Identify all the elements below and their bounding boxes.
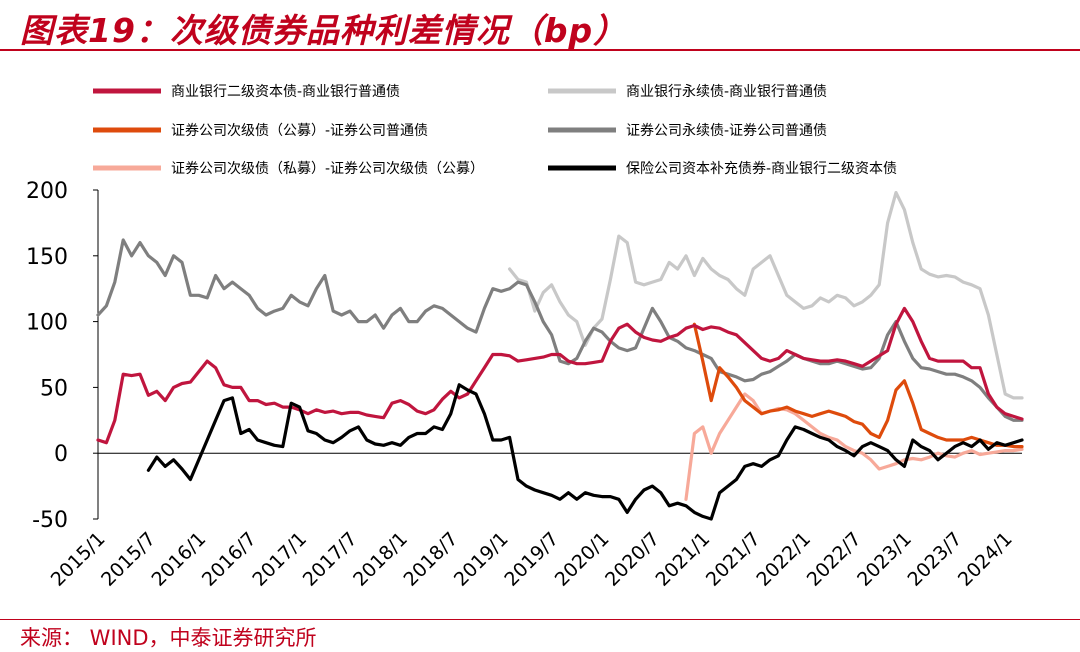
x-tick-label: 2020/1 bbox=[551, 528, 614, 591]
legend-label: 保险公司资本补充债券-商业银行二级资本债 bbox=[626, 161, 897, 177]
legend-item-4: 证券公司永续债-证券公司普通债 bbox=[548, 122, 827, 139]
title-rule bbox=[0, 49, 1080, 51]
x-tick-label: 2017/7 bbox=[299, 528, 362, 591]
series-line-2 bbox=[508, 191, 1024, 400]
x-tick-label: 2023/7 bbox=[904, 528, 967, 591]
legend-item-5: 证券公司次级债（私募）-证券公司次级债（公募） bbox=[93, 161, 484, 177]
spread-line-chart: 商业银行二级资本债-商业银行普通债 商业银行永续债-商业银行普通债证券公司次级债（… bbox=[26, 83, 1024, 591]
legend-label: 证券公司次级债（私募）-证券公司次级债（公募） bbox=[171, 161, 484, 177]
series-line-3 bbox=[692, 322, 1024, 449]
chart-legend: 商业银行二级资本债-商业银行普通债 商业银行永续债-商业银行普通债证券公司次级债（… bbox=[93, 83, 897, 177]
series-line-1 bbox=[96, 306, 1024, 445]
x-tick-label: 2018/7 bbox=[400, 528, 463, 591]
legend-item-3: 证券公司次级债（公募）-证券公司普通债 bbox=[93, 123, 428, 139]
footer-rule bbox=[0, 619, 1080, 620]
legend-item-2: 商业银行永续债-商业银行普通债 bbox=[548, 83, 827, 100]
y-tick-label: 200 bbox=[26, 179, 68, 204]
x-tick-label: 2022/7 bbox=[803, 528, 866, 591]
x-tick-label: 2017/1 bbox=[248, 528, 311, 591]
legend-item-1: 商业银行二级资本债-商业银行普通债 bbox=[93, 84, 400, 100]
legend-label: 证券公司永续债-证券公司普通债 bbox=[626, 122, 827, 139]
x-tick-label: 2016/7 bbox=[198, 528, 261, 591]
y-tick-label: 150 bbox=[26, 245, 68, 270]
chart-title: 图表19：次级债券品种利差情况（bp） bbox=[20, 11, 628, 50]
chart-series bbox=[96, 191, 1024, 521]
x-axis-tick-labels: 2015/12015/72016/12016/72017/12017/72018… bbox=[47, 528, 1017, 591]
series-line-6 bbox=[146, 383, 1024, 521]
x-tick-label: 2015/7 bbox=[97, 528, 160, 591]
x-tick-label: 2021/1 bbox=[652, 528, 715, 591]
x-tick-label: 2016/1 bbox=[148, 528, 211, 591]
legend-label: 商业银行永续债-商业银行普通债 bbox=[626, 83, 827, 100]
y-tick-label: -50 bbox=[32, 508, 68, 533]
title-bar: 图表19：次级债券品种利差情况（bp） bbox=[0, 0, 1080, 52]
legend-label: 证券公司次级债（公募）-证券公司普通债 bbox=[171, 123, 428, 139]
legend-item-6: 保险公司资本补充债券-商业银行二级资本债 bbox=[548, 161, 897, 177]
x-tick-label: 2020/7 bbox=[601, 528, 664, 591]
series-line-4 bbox=[96, 238, 1024, 422]
y-tick-label: 100 bbox=[26, 311, 68, 336]
x-tick-label: 2019/7 bbox=[500, 528, 563, 591]
legend-label: 商业银行二级资本债-商业银行普通债 bbox=[171, 84, 400, 100]
x-tick-label: 2019/1 bbox=[450, 528, 513, 591]
y-tick-label: 50 bbox=[40, 376, 68, 401]
x-tick-label: 2021/7 bbox=[702, 528, 765, 591]
x-tick-label: 2024/1 bbox=[954, 528, 1017, 591]
x-tick-label: 2018/1 bbox=[349, 528, 412, 591]
source-note: 来源： WIND，中泰证券研究所 bbox=[20, 626, 317, 650]
chart-axes: -50 0 50 100 150 200 bbox=[26, 179, 1022, 533]
x-tick-label: 2023/1 bbox=[853, 528, 916, 591]
x-tick-label: 2015/1 bbox=[47, 528, 110, 591]
x-tick-label: 2022/1 bbox=[752, 528, 815, 591]
y-tick-label: 0 bbox=[54, 442, 68, 467]
